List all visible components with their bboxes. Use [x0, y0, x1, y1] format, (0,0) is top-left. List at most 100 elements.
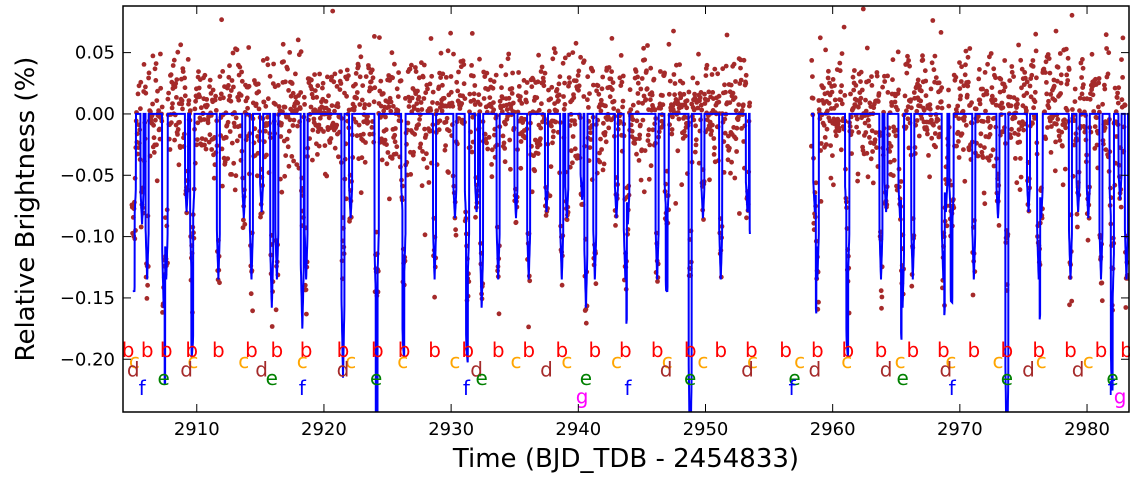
- data-point: [508, 166, 513, 172]
- data-point: [635, 80, 641, 86]
- data-point: [573, 40, 579, 46]
- data-point: [571, 95, 577, 101]
- data-point: [168, 72, 174, 78]
- data-point: [1058, 72, 1064, 78]
- data-point: [501, 140, 507, 146]
- data-point: [422, 126, 427, 132]
- data-point: [546, 87, 551, 93]
- data-point: [959, 64, 964, 70]
- data-point: [315, 152, 320, 157]
- transit-label-c: c: [397, 349, 408, 373]
- data-point: [408, 172, 414, 177]
- data-point: [929, 60, 935, 66]
- data-point: [1022, 70, 1028, 75]
- data-point: [932, 131, 938, 136]
- data-point: [387, 95, 393, 101]
- data-point: [1063, 125, 1068, 131]
- data-point: [1069, 298, 1075, 304]
- data-point: [649, 92, 655, 98]
- data-point: [549, 84, 555, 90]
- data-point: [497, 98, 503, 104]
- transit-label-b: b: [779, 338, 792, 362]
- data-point: [290, 90, 296, 96]
- data-point: [935, 117, 941, 123]
- data-point: [640, 117, 646, 123]
- data-point: [644, 68, 649, 74]
- data-point: [849, 129, 855, 135]
- data-point: [636, 100, 641, 105]
- data-point: [1112, 85, 1118, 91]
- data-point: [962, 72, 968, 78]
- data-point: [707, 177, 712, 183]
- data-point: [890, 77, 895, 83]
- data-point: [728, 170, 733, 176]
- x-axis-label: Time (BJD_TDB - 2454833): [452, 444, 799, 474]
- data-point: [670, 114, 675, 120]
- data-point: [830, 77, 836, 82]
- data-point: [203, 137, 209, 143]
- data-point: [1043, 136, 1049, 142]
- data-point: [982, 70, 988, 75]
- data-point: [173, 81, 179, 86]
- data-point: [446, 128, 452, 134]
- data-point: [390, 75, 395, 81]
- data-point: [1016, 127, 1022, 132]
- data-point: [839, 51, 845, 56]
- data-point: [178, 42, 184, 48]
- data-point: [255, 134, 260, 139]
- data-point: [671, 72, 677, 77]
- data-point: [229, 172, 235, 177]
- data-point: [317, 115, 323, 121]
- data-point: [152, 66, 158, 72]
- data-point: [597, 159, 603, 165]
- data-point: [228, 98, 234, 104]
- data-point: [628, 107, 634, 112]
- data-point: [158, 51, 163, 57]
- data-point: [196, 69, 201, 74]
- data-point: [422, 232, 428, 238]
- data-point: [890, 57, 896, 63]
- data-point: [556, 98, 561, 103]
- data-point: [253, 101, 259, 107]
- data-point: [1032, 99, 1038, 105]
- data-point: [169, 120, 174, 126]
- data-point: [369, 125, 375, 130]
- data-point: [837, 60, 843, 66]
- data-point: [1023, 75, 1028, 81]
- data-point: [499, 109, 505, 115]
- data-point: [955, 129, 961, 135]
- data-point: [163, 215, 168, 221]
- transit-label-b: b: [555, 338, 568, 362]
- data-point: [1018, 156, 1023, 161]
- data-point: [187, 108, 193, 113]
- data-point: [406, 104, 412, 109]
- data-point: [332, 145, 338, 151]
- data-point: [736, 114, 741, 120]
- data-point: [554, 108, 560, 114]
- transit-model-lines: [132, 112, 1129, 412]
- data-point: [185, 57, 191, 62]
- data-point: [219, 17, 225, 23]
- data-point: [186, 101, 191, 107]
- transit-label-b: b: [745, 338, 758, 362]
- data-point: [338, 69, 343, 74]
- data-point: [366, 65, 372, 71]
- data-point: [722, 130, 728, 136]
- data-point: [135, 91, 141, 97]
- data-point: [344, 93, 349, 99]
- transit-label-e: e: [684, 366, 696, 390]
- data-point: [477, 102, 483, 107]
- data-point: [228, 88, 234, 93]
- data-point: [551, 46, 557, 51]
- data-point: [1008, 103, 1014, 109]
- data-point: [138, 106, 143, 112]
- data-point: [165, 96, 171, 102]
- data-point: [904, 70, 910, 76]
- data-point: [627, 87, 633, 93]
- data-point: [207, 84, 212, 89]
- x-tick-label: 2920: [301, 419, 347, 440]
- data-point: [1030, 121, 1035, 126]
- data-point: [1009, 126, 1014, 132]
- data-point: [1015, 101, 1020, 107]
- data-point: [212, 135, 217, 140]
